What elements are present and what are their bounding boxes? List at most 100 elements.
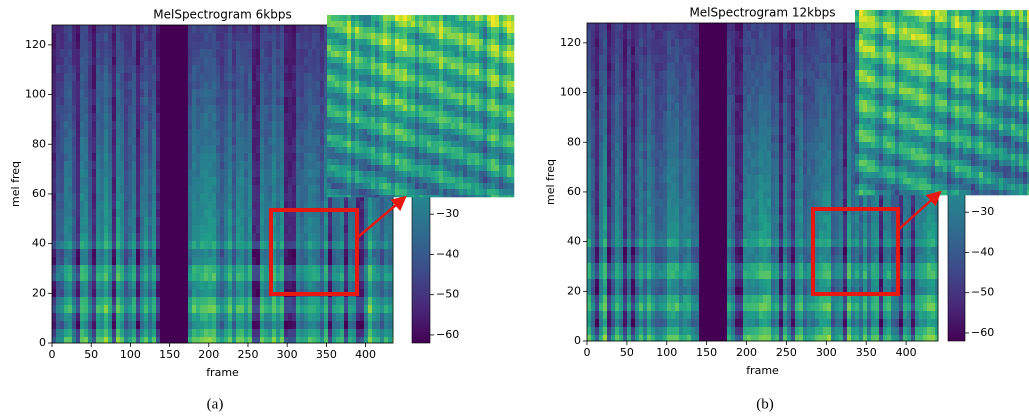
heatmap-texture xyxy=(164,233,168,241)
heatmap-texture xyxy=(180,105,184,113)
heatmap-texture xyxy=(252,161,256,169)
heatmap-texture xyxy=(435,93,439,99)
heatmap-texture xyxy=(415,117,419,123)
heatmap-texture xyxy=(443,111,447,117)
heatmap-texture xyxy=(443,99,447,105)
heatmap-texture xyxy=(379,111,383,117)
heatmap-texture xyxy=(388,281,392,289)
heatmap-texture xyxy=(88,65,92,73)
heatmap-texture xyxy=(220,201,224,209)
heatmap-texture xyxy=(156,185,160,193)
heatmap-texture xyxy=(451,153,455,159)
heatmap-texture xyxy=(276,65,280,73)
heatmap-texture xyxy=(252,65,256,73)
heatmap-texture xyxy=(355,117,359,123)
heatmap-texture xyxy=(503,33,507,39)
heatmap-texture xyxy=(176,49,180,57)
heatmap-texture xyxy=(427,171,431,177)
heatmap-texture xyxy=(204,177,208,185)
heatmap-texture xyxy=(455,33,459,39)
heatmap-texture xyxy=(180,97,184,105)
heatmap-texture xyxy=(212,169,216,177)
heatmap-texture xyxy=(68,273,72,281)
heatmap-texture xyxy=(455,51,459,57)
heatmap-texture xyxy=(427,159,431,165)
heatmap-texture xyxy=(260,25,264,33)
colorbar-tick-label: −30 xyxy=(436,207,459,220)
heatmap-texture xyxy=(120,65,124,73)
heatmap-texture xyxy=(439,177,443,183)
heatmap-texture xyxy=(184,121,188,129)
heatmap-texture xyxy=(168,273,172,281)
heatmap-texture xyxy=(84,305,88,313)
heatmap-texture xyxy=(244,209,248,217)
heatmap-texture xyxy=(355,39,359,45)
heatmap-texture xyxy=(204,201,208,209)
heatmap-texture xyxy=(331,177,335,183)
heatmap-texture xyxy=(304,273,308,281)
heatmap-texture xyxy=(304,49,308,57)
heatmap-texture xyxy=(128,313,132,321)
heatmap-texture xyxy=(304,65,308,73)
heatmap-texture xyxy=(491,51,495,57)
heatmap-texture xyxy=(499,153,503,159)
heatmap-texture xyxy=(128,81,132,89)
heatmap-texture xyxy=(196,233,200,241)
heatmap-texture xyxy=(208,57,212,65)
heatmap-texture xyxy=(435,159,439,165)
heatmap-texture xyxy=(343,105,347,111)
heatmap-texture xyxy=(459,117,463,123)
heatmap-texture xyxy=(320,329,324,337)
heatmap-texture xyxy=(220,153,224,161)
heatmap-texture xyxy=(128,57,132,65)
heatmap-texture xyxy=(64,201,68,209)
heatmap-texture xyxy=(327,141,331,147)
heatmap-texture xyxy=(168,97,172,105)
heatmap-texture xyxy=(339,123,343,129)
heatmap-texture xyxy=(264,73,268,81)
heatmap-texture xyxy=(88,225,92,233)
heatmap-texture xyxy=(383,93,387,99)
heatmap-texture xyxy=(144,73,148,81)
heatmap-texture xyxy=(463,135,467,141)
heatmap-texture xyxy=(220,249,224,257)
heatmap-texture xyxy=(168,297,172,305)
heatmap-texture xyxy=(272,97,276,105)
heatmap-texture xyxy=(339,69,343,75)
heatmap-texture xyxy=(288,49,292,57)
heatmap-texture xyxy=(56,297,60,305)
heatmap-texture xyxy=(104,305,108,313)
heatmap-texture xyxy=(92,249,96,257)
heatmap-texture xyxy=(76,257,80,265)
heatmap-texture xyxy=(332,305,336,313)
heatmap-texture xyxy=(339,159,343,165)
heatmap-texture xyxy=(108,97,112,105)
heatmap-texture xyxy=(128,305,132,313)
heatmap-texture xyxy=(296,305,300,313)
heatmap-texture xyxy=(371,105,375,111)
heatmap-texture xyxy=(495,87,499,93)
heatmap-texture xyxy=(340,233,344,241)
heatmap-texture xyxy=(511,141,514,147)
heatmap-texture xyxy=(467,177,471,183)
heatmap-texture xyxy=(292,233,296,241)
heatmap-texture xyxy=(112,209,116,217)
heatmap-texture xyxy=(156,97,160,105)
heatmap-texture xyxy=(367,33,371,39)
heatmap-texture xyxy=(288,81,292,89)
heatmap-texture xyxy=(312,145,316,153)
heatmap-texture xyxy=(280,89,284,97)
heatmap-texture xyxy=(272,113,276,121)
heatmap-texture xyxy=(160,153,164,161)
heatmap-texture xyxy=(423,105,427,111)
heatmap-texture xyxy=(72,161,76,169)
heatmap-texture xyxy=(172,313,176,321)
heatmap-texture xyxy=(112,249,116,257)
heatmap-texture xyxy=(503,75,507,81)
heatmap-texture xyxy=(100,257,104,265)
heatmap-texture xyxy=(383,33,387,39)
heatmap-texture xyxy=(415,87,419,93)
heatmap-texture xyxy=(264,185,268,193)
heatmap-texture xyxy=(423,123,427,129)
heatmap-texture xyxy=(495,99,499,105)
